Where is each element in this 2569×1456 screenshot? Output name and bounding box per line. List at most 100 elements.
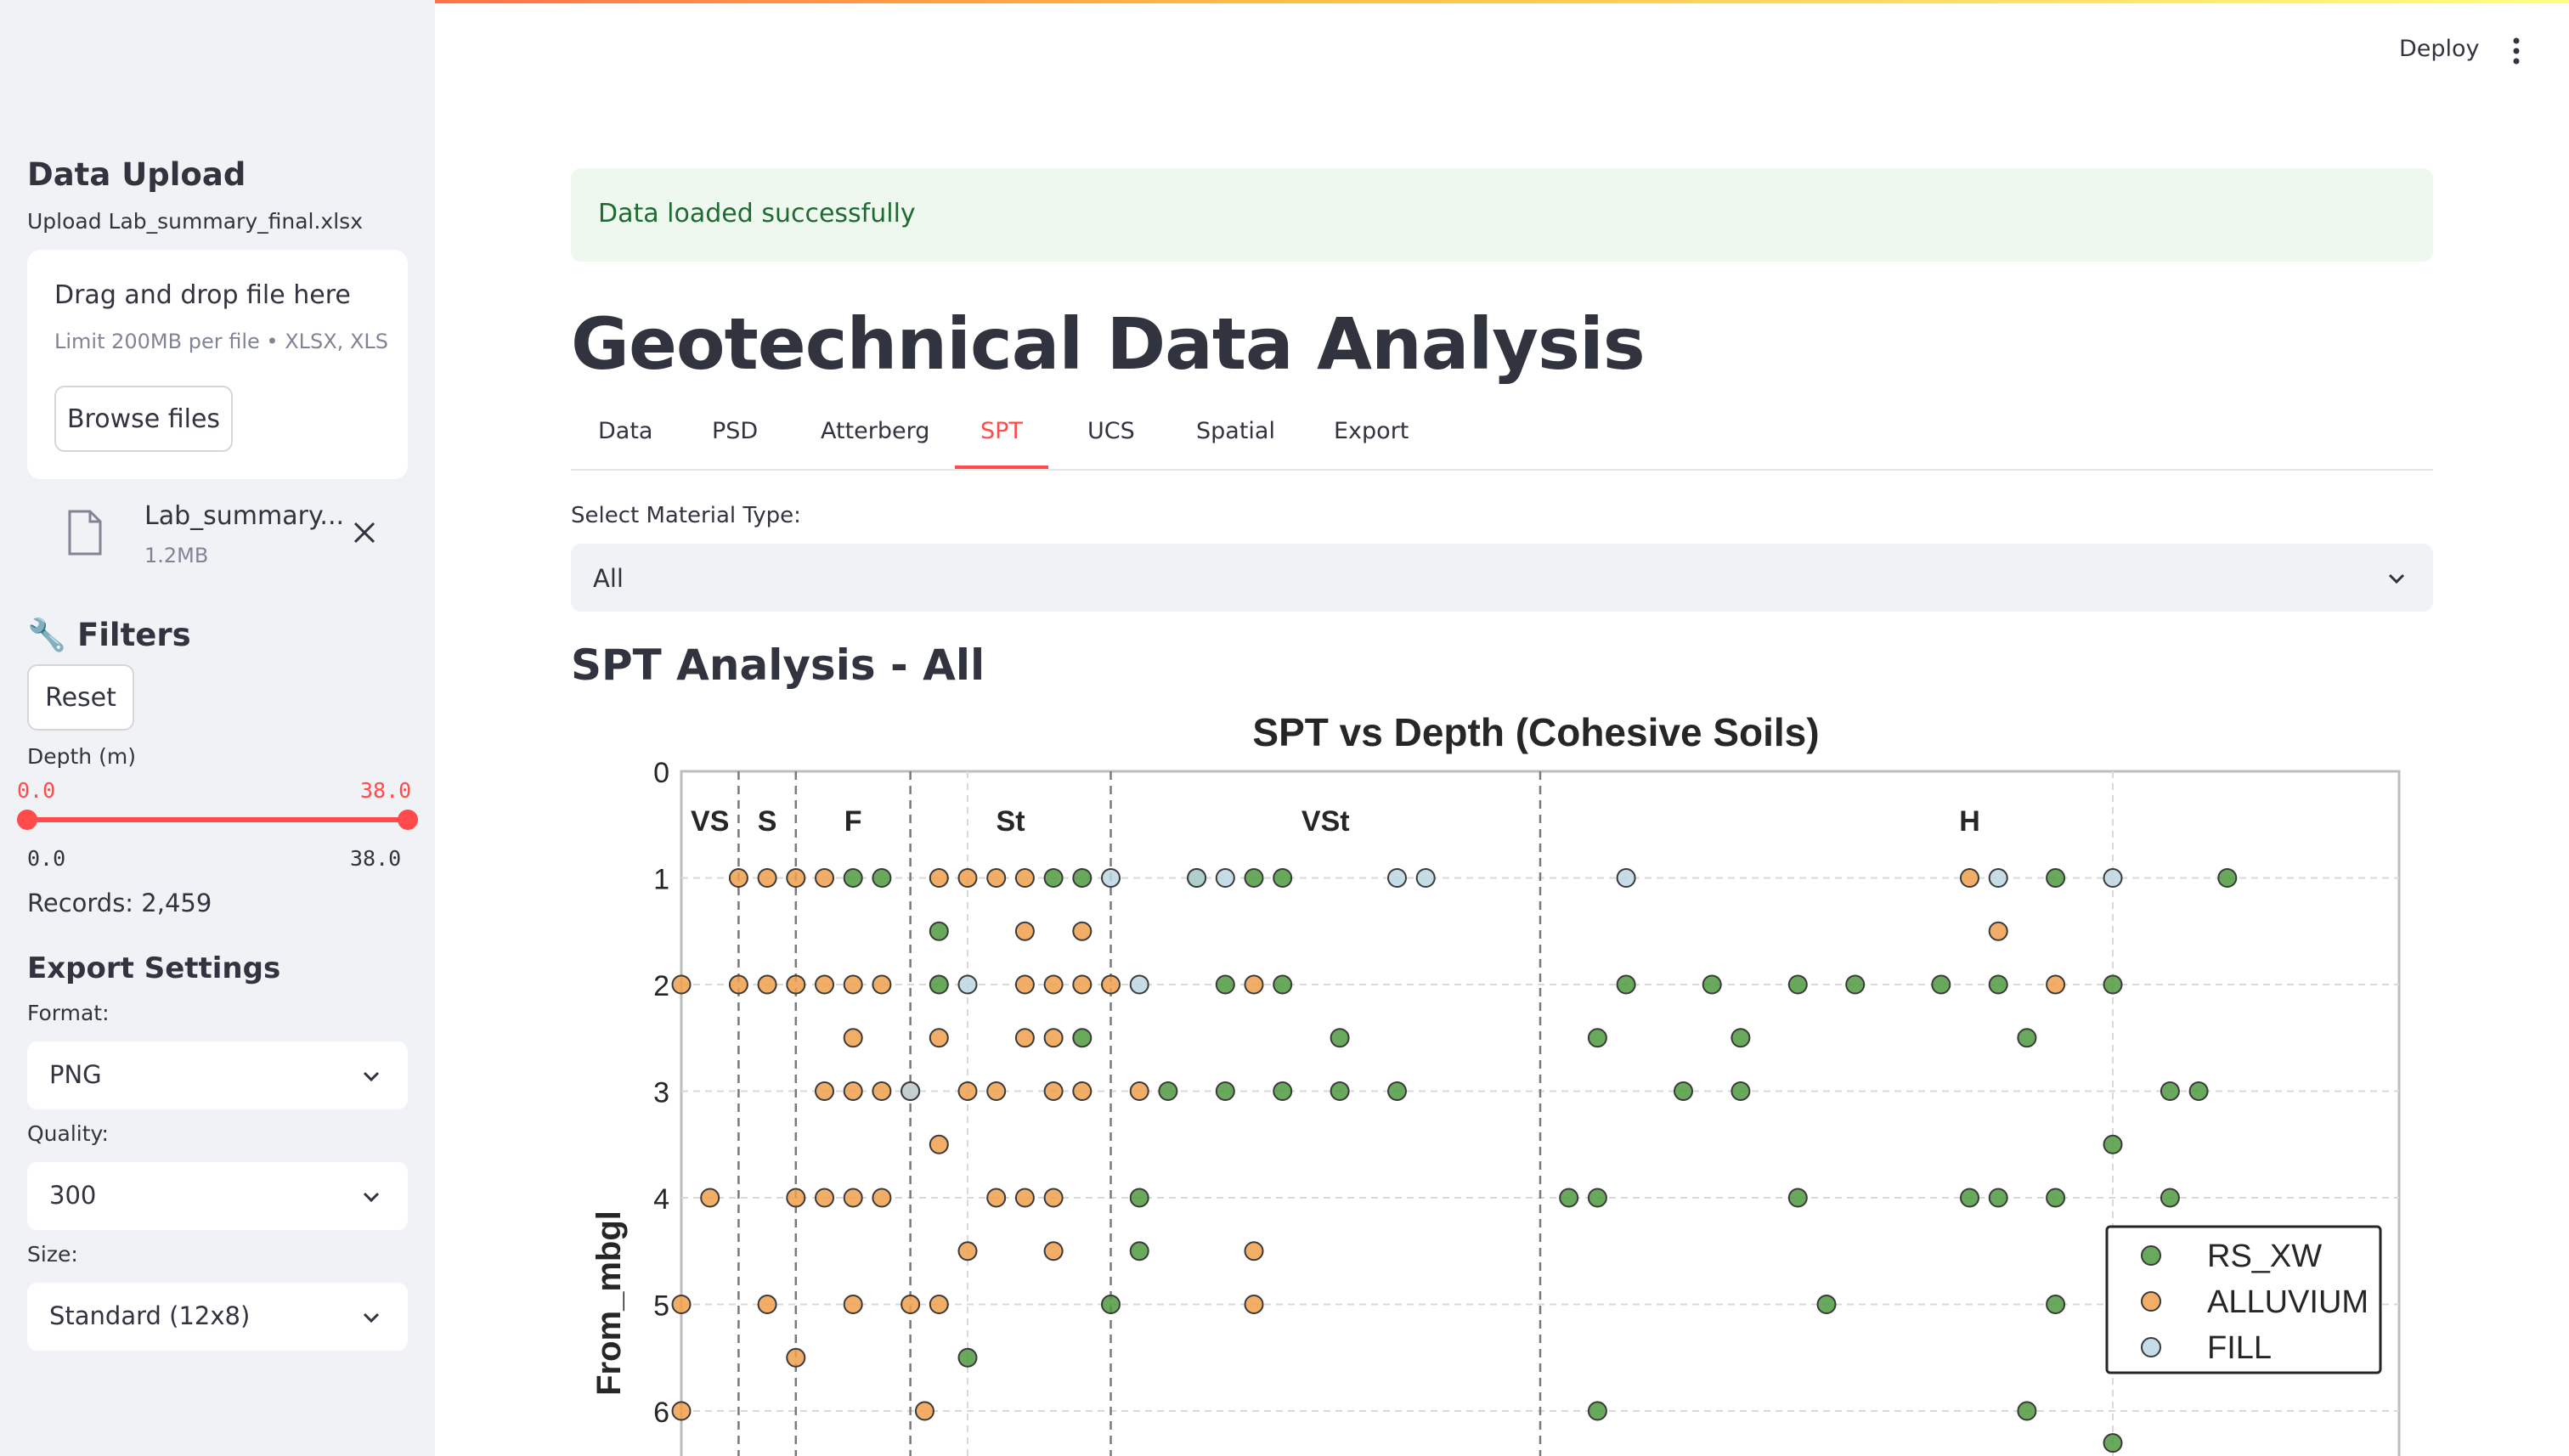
depth-slider-track[interactable] bbox=[27, 817, 408, 822]
data-point-alluvium bbox=[728, 974, 748, 995]
data-point-rs_xw bbox=[1129, 1241, 1149, 1261]
success-alert: Data loaded successfully bbox=[571, 168, 2433, 262]
data-point-alluvium bbox=[843, 1295, 863, 1314]
upload-label: Upload Lab_summary_final.xlsx bbox=[27, 209, 363, 234]
browse-files-button[interactable]: Browse files bbox=[54, 386, 233, 452]
data-point-rs_xw bbox=[2103, 1433, 2123, 1453]
data-point-rs_xw bbox=[1731, 1081, 1751, 1101]
data-point-fill bbox=[1415, 868, 1436, 888]
section-title: SPT Analysis - All bbox=[571, 641, 985, 690]
data-point-alluvium bbox=[914, 1401, 934, 1421]
y-tick-label: 0 bbox=[653, 757, 669, 789]
data-point-rs_xw bbox=[2188, 1081, 2209, 1101]
data-point-alluvium bbox=[1043, 1188, 1064, 1208]
data-point-fill bbox=[2103, 868, 2123, 888]
data-point-rs_xw bbox=[1215, 1081, 1235, 1101]
data-point-alluvium bbox=[1014, 1188, 1035, 1208]
tab-atterberg[interactable]: Atterberg bbox=[821, 418, 930, 444]
y-tick-label: 5 bbox=[653, 1290, 669, 1323]
legend-marker bbox=[2141, 1337, 2161, 1357]
data-point-rs_xw bbox=[843, 868, 863, 888]
quality-label: Quality: bbox=[27, 1121, 109, 1146]
material-type-value: All bbox=[593, 564, 624, 593]
chevron-down-icon bbox=[363, 1312, 380, 1323]
success-alert-text: Data loaded successfully bbox=[598, 199, 916, 229]
reset-button[interactable]: Reset bbox=[27, 664, 134, 731]
format-select[interactable]: PNG bbox=[27, 1041, 408, 1109]
export-settings-title: Export Settings bbox=[27, 951, 281, 985]
zone-label: St bbox=[997, 805, 1025, 838]
more-options-icon[interactable] bbox=[2508, 32, 2525, 70]
data-point-rs_xw bbox=[1616, 974, 1636, 995]
file-icon bbox=[68, 510, 102, 556]
data-point-rs_xw bbox=[1960, 1188, 1979, 1208]
chevron-down-icon bbox=[363, 1192, 380, 1203]
data-point-fill bbox=[1187, 868, 1207, 888]
data-point-alluvium bbox=[786, 974, 806, 995]
data-point-alluvium bbox=[2046, 974, 2066, 995]
sidebar: Data Upload Upload Lab_summary_final.xls… bbox=[0, 0, 435, 1456]
data-point-rs_xw bbox=[1072, 868, 1093, 888]
data-point-rs_xw bbox=[2046, 868, 2066, 888]
data-point-rs_xw bbox=[2103, 974, 2123, 995]
data-point-rs_xw bbox=[1787, 1188, 1808, 1208]
zone-label: S bbox=[758, 805, 777, 838]
data-point-fill bbox=[1387, 868, 1407, 888]
data-point-rs_xw bbox=[1273, 1081, 1293, 1101]
data-point-alluvium bbox=[700, 1188, 720, 1208]
data-point-alluvium bbox=[757, 868, 777, 888]
y-tick-label: 4 bbox=[653, 1183, 669, 1216]
data-point-rs_xw bbox=[1559, 1188, 1579, 1208]
size-label: Size: bbox=[27, 1242, 78, 1267]
data-point-alluvium bbox=[1129, 1081, 1149, 1101]
tab-export[interactable]: Export bbox=[1334, 418, 1409, 444]
tab-psd[interactable]: PSD bbox=[712, 418, 759, 444]
tab-ucs[interactable]: UCS bbox=[1087, 418, 1135, 444]
data-point-alluvium bbox=[786, 1347, 806, 1368]
zone-label: VSt bbox=[1301, 805, 1350, 838]
data-point-rs_xw bbox=[1330, 1081, 1350, 1101]
data-point-rs_xw bbox=[1988, 974, 2008, 995]
data-point-alluvium bbox=[757, 974, 777, 995]
data-point-alluvium bbox=[843, 974, 863, 995]
tab-data[interactable]: Data bbox=[598, 418, 653, 444]
data-point-rs_xw bbox=[1587, 1401, 1607, 1421]
legend-label: RS_XW bbox=[2207, 1239, 2322, 1274]
depth-slider-min-handle[interactable] bbox=[17, 810, 37, 830]
data-point-rs_xw bbox=[1845, 974, 1866, 995]
depth-slider-max-handle[interactable] bbox=[398, 810, 418, 830]
data-point-fill bbox=[1101, 868, 1121, 888]
quality-select[interactable]: 300 bbox=[27, 1162, 408, 1230]
material-type-select[interactable]: All bbox=[571, 544, 2433, 612]
data-point-rs_xw bbox=[929, 921, 949, 941]
data-point-fill bbox=[957, 974, 978, 995]
data-point-alluvium bbox=[1960, 868, 1979, 888]
data-point-alluvium bbox=[957, 868, 978, 888]
size-select[interactable]: Standard (12x8) bbox=[27, 1283, 408, 1351]
data-point-alluvium bbox=[671, 1401, 692, 1421]
depth-min-value: 0.0 bbox=[17, 778, 56, 803]
dropzone-limit: Limit 200MB per file • XLSX, XLS bbox=[54, 330, 388, 353]
data-point-alluvium bbox=[1244, 974, 1264, 995]
data-point-alluvium bbox=[872, 1188, 892, 1208]
data-point-alluvium bbox=[1101, 974, 1121, 995]
data-point-rs_xw bbox=[1931, 974, 1951, 995]
data-point-alluvium bbox=[1244, 1241, 1264, 1261]
data-point-alluvium bbox=[1072, 974, 1093, 995]
tab-spatial[interactable]: Spatial bbox=[1196, 418, 1275, 444]
data-point-alluvium bbox=[929, 868, 949, 888]
deploy-button[interactable]: Deploy bbox=[2399, 36, 2480, 62]
y-tick-label: 2 bbox=[653, 970, 669, 1002]
data-point-rs_xw bbox=[1072, 1028, 1093, 1048]
records-count: Records: 2,459 bbox=[27, 889, 212, 917]
data-point-alluvium bbox=[1043, 974, 1064, 995]
data-point-alluvium bbox=[815, 1081, 834, 1101]
tab-bar: Data PSD Atterberg SPT UCS Spatial Expor… bbox=[571, 418, 2433, 471]
y-tick-label: 1 bbox=[653, 864, 669, 896]
data-point-rs_xw bbox=[2103, 1134, 2123, 1154]
tab-spt[interactable]: SPT bbox=[980, 418, 1023, 444]
data-point-alluvium bbox=[986, 868, 1007, 888]
file-dropzone[interactable]: Drag and drop file here Limit 200MB per … bbox=[27, 250, 408, 479]
remove-file-icon[interactable] bbox=[352, 520, 377, 545]
data-point-alluvium bbox=[957, 1241, 978, 1261]
